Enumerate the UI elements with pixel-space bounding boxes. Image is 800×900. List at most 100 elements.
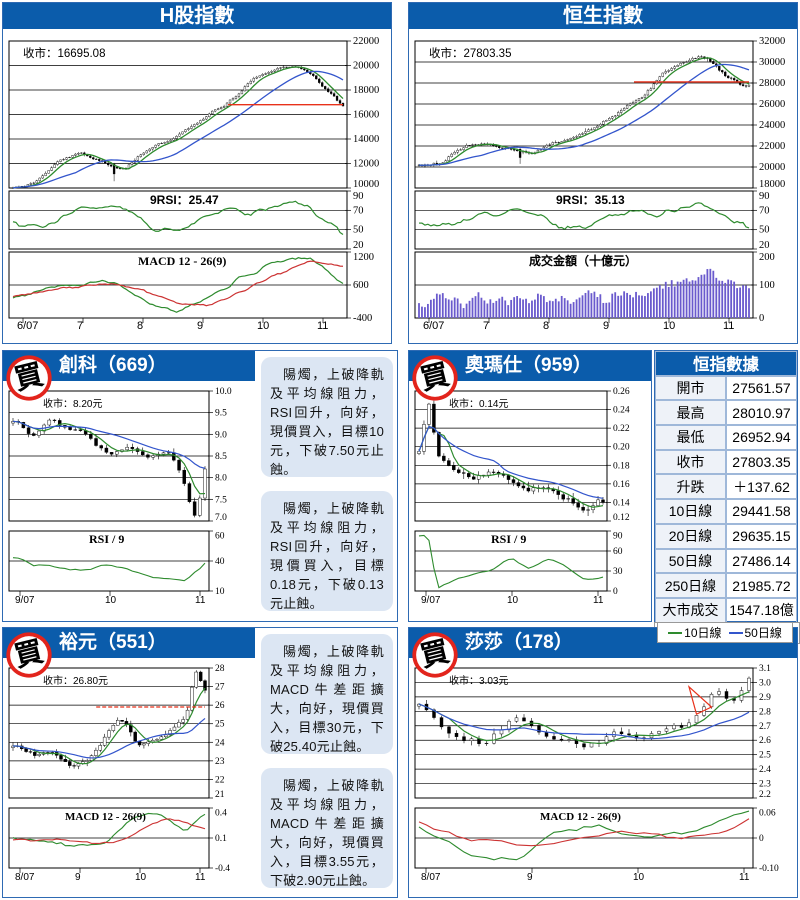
svg-text:9.5: 9.5 <box>215 409 227 419</box>
svg-text:10000: 10000 <box>353 179 379 190</box>
svg-text:60: 60 <box>215 532 225 542</box>
svg-text:7: 7 <box>77 320 83 332</box>
svg-text:0.06: 0.06 <box>759 809 776 819</box>
svg-text:23: 23 <box>215 757 225 767</box>
svg-text:0.26: 0.26 <box>613 387 630 397</box>
svg-text:MACD 12 - 26(9): MACD 12 - 26(9) <box>540 811 621 823</box>
svg-text:12000: 12000 <box>353 159 379 170</box>
svg-text:9.0: 9.0 <box>215 430 227 440</box>
svg-text:30000: 30000 <box>759 57 785 68</box>
svg-text:-0.10: -0.10 <box>759 864 779 874</box>
svg-text:21: 21 <box>215 790 225 800</box>
svg-text:0.24: 0.24 <box>613 406 630 416</box>
svg-text:2.2: 2.2 <box>759 790 771 800</box>
svg-text:8.5: 8.5 <box>215 452 227 462</box>
svg-text:10: 10 <box>507 595 519 606</box>
svg-text:22: 22 <box>215 775 225 785</box>
svg-text:18000: 18000 <box>353 85 379 96</box>
svg-text:9/07: 9/07 <box>15 595 35 606</box>
svg-text:32000: 32000 <box>759 36 785 47</box>
svg-text:6/07: 6/07 <box>17 320 38 332</box>
svg-text:50: 50 <box>353 225 364 236</box>
svg-text:0.14: 0.14 <box>613 498 630 508</box>
svg-text:9: 9 <box>197 320 203 332</box>
svg-text:20: 20 <box>759 240 770 251</box>
svg-text:7: 7 <box>483 320 489 332</box>
svg-text:100: 100 <box>759 280 775 291</box>
svg-text:11: 11 <box>593 595 604 606</box>
svg-text:0.20: 0.20 <box>613 443 630 453</box>
svg-text:16000: 16000 <box>353 110 379 121</box>
svg-text:7.0: 7.0 <box>215 513 227 523</box>
svg-text:2.5: 2.5 <box>759 751 771 761</box>
svg-text:2.4: 2.4 <box>759 765 771 775</box>
svg-text:9RSI：25.47: 9RSI：25.47 <box>150 193 219 207</box>
svg-text:28000: 28000 <box>759 78 785 89</box>
svg-text:40: 40 <box>215 557 225 567</box>
svg-text:6/07: 6/07 <box>423 320 444 332</box>
svg-text:7.5: 7.5 <box>215 495 227 505</box>
svg-text:18000: 18000 <box>759 179 785 190</box>
svg-text:MACD 12 - 26(9): MACD 12 - 26(9) <box>138 254 226 268</box>
svg-text:70: 70 <box>353 205 364 216</box>
svg-text:30: 30 <box>613 567 623 577</box>
svg-text:11: 11 <box>195 872 206 883</box>
svg-text:27: 27 <box>215 683 225 693</box>
svg-text:2.7: 2.7 <box>759 722 771 732</box>
svg-text:8/07: 8/07 <box>15 872 35 883</box>
svg-text:10.0: 10.0 <box>215 387 232 397</box>
svg-text:0: 0 <box>613 587 618 597</box>
svg-text:2.6: 2.6 <box>759 736 771 746</box>
svg-text:0.16: 0.16 <box>613 480 630 490</box>
svg-text:8/07: 8/07 <box>421 872 441 883</box>
svg-text:2.3: 2.3 <box>759 780 771 790</box>
svg-text:收市：16695.08: 收市：16695.08 <box>23 46 105 60</box>
svg-text:20: 20 <box>353 240 364 251</box>
svg-text:9: 9 <box>527 872 533 883</box>
svg-text:3.0: 3.0 <box>759 678 771 688</box>
svg-text:RSI / 9: RSI / 9 <box>491 532 526 546</box>
svg-text:22000: 22000 <box>353 36 379 47</box>
svg-text:26000: 26000 <box>759 99 785 110</box>
svg-text:9: 9 <box>603 320 609 332</box>
svg-text:200: 200 <box>759 252 775 263</box>
svg-text:90: 90 <box>759 191 770 202</box>
svg-text:0.12: 0.12 <box>613 513 630 523</box>
svg-text:20000: 20000 <box>353 61 379 72</box>
svg-text:9/07: 9/07 <box>421 595 441 606</box>
svg-text:0.1: 0.1 <box>215 834 227 844</box>
svg-text:8.0: 8.0 <box>215 474 227 484</box>
svg-text:0.18: 0.18 <box>613 461 630 471</box>
svg-text:2.8: 2.8 <box>759 707 771 717</box>
svg-text:90: 90 <box>353 191 364 202</box>
svg-text:8: 8 <box>137 320 143 332</box>
svg-text:26: 26 <box>215 701 225 711</box>
svg-text:70: 70 <box>759 205 770 216</box>
svg-text:11: 11 <box>195 595 206 606</box>
svg-text:24000: 24000 <box>759 120 785 131</box>
svg-text:-0.4: -0.4 <box>215 864 230 874</box>
svg-text:600: 600 <box>353 280 369 291</box>
svg-text:1200: 1200 <box>353 252 374 263</box>
svg-text:0.22: 0.22 <box>613 424 630 434</box>
svg-text:RSI / 9: RSI / 9 <box>89 532 124 546</box>
svg-text:10: 10 <box>633 872 645 883</box>
svg-text:28: 28 <box>215 664 225 674</box>
svg-text:0: 0 <box>759 313 764 324</box>
svg-text:11: 11 <box>739 872 750 883</box>
svg-text:-400: -400 <box>353 313 372 324</box>
svg-text:2.9: 2.9 <box>759 693 771 703</box>
svg-text:14000: 14000 <box>353 134 379 145</box>
svg-text:9: 9 <box>75 872 81 883</box>
svg-text:10: 10 <box>135 872 147 883</box>
svg-text:8: 8 <box>543 320 549 332</box>
svg-text:60: 60 <box>613 547 623 557</box>
svg-text:3.1: 3.1 <box>759 664 771 674</box>
svg-text:0.4: 0.4 <box>215 809 227 819</box>
svg-text:10: 10 <box>105 595 117 606</box>
svg-text:90: 90 <box>613 532 623 542</box>
svg-text:收市：27803.35: 收市：27803.35 <box>429 46 511 60</box>
svg-text:MACD 12 - 26(9): MACD 12 - 26(9) <box>65 811 146 823</box>
svg-text:20000: 20000 <box>759 162 785 173</box>
svg-text:50: 50 <box>759 225 770 236</box>
